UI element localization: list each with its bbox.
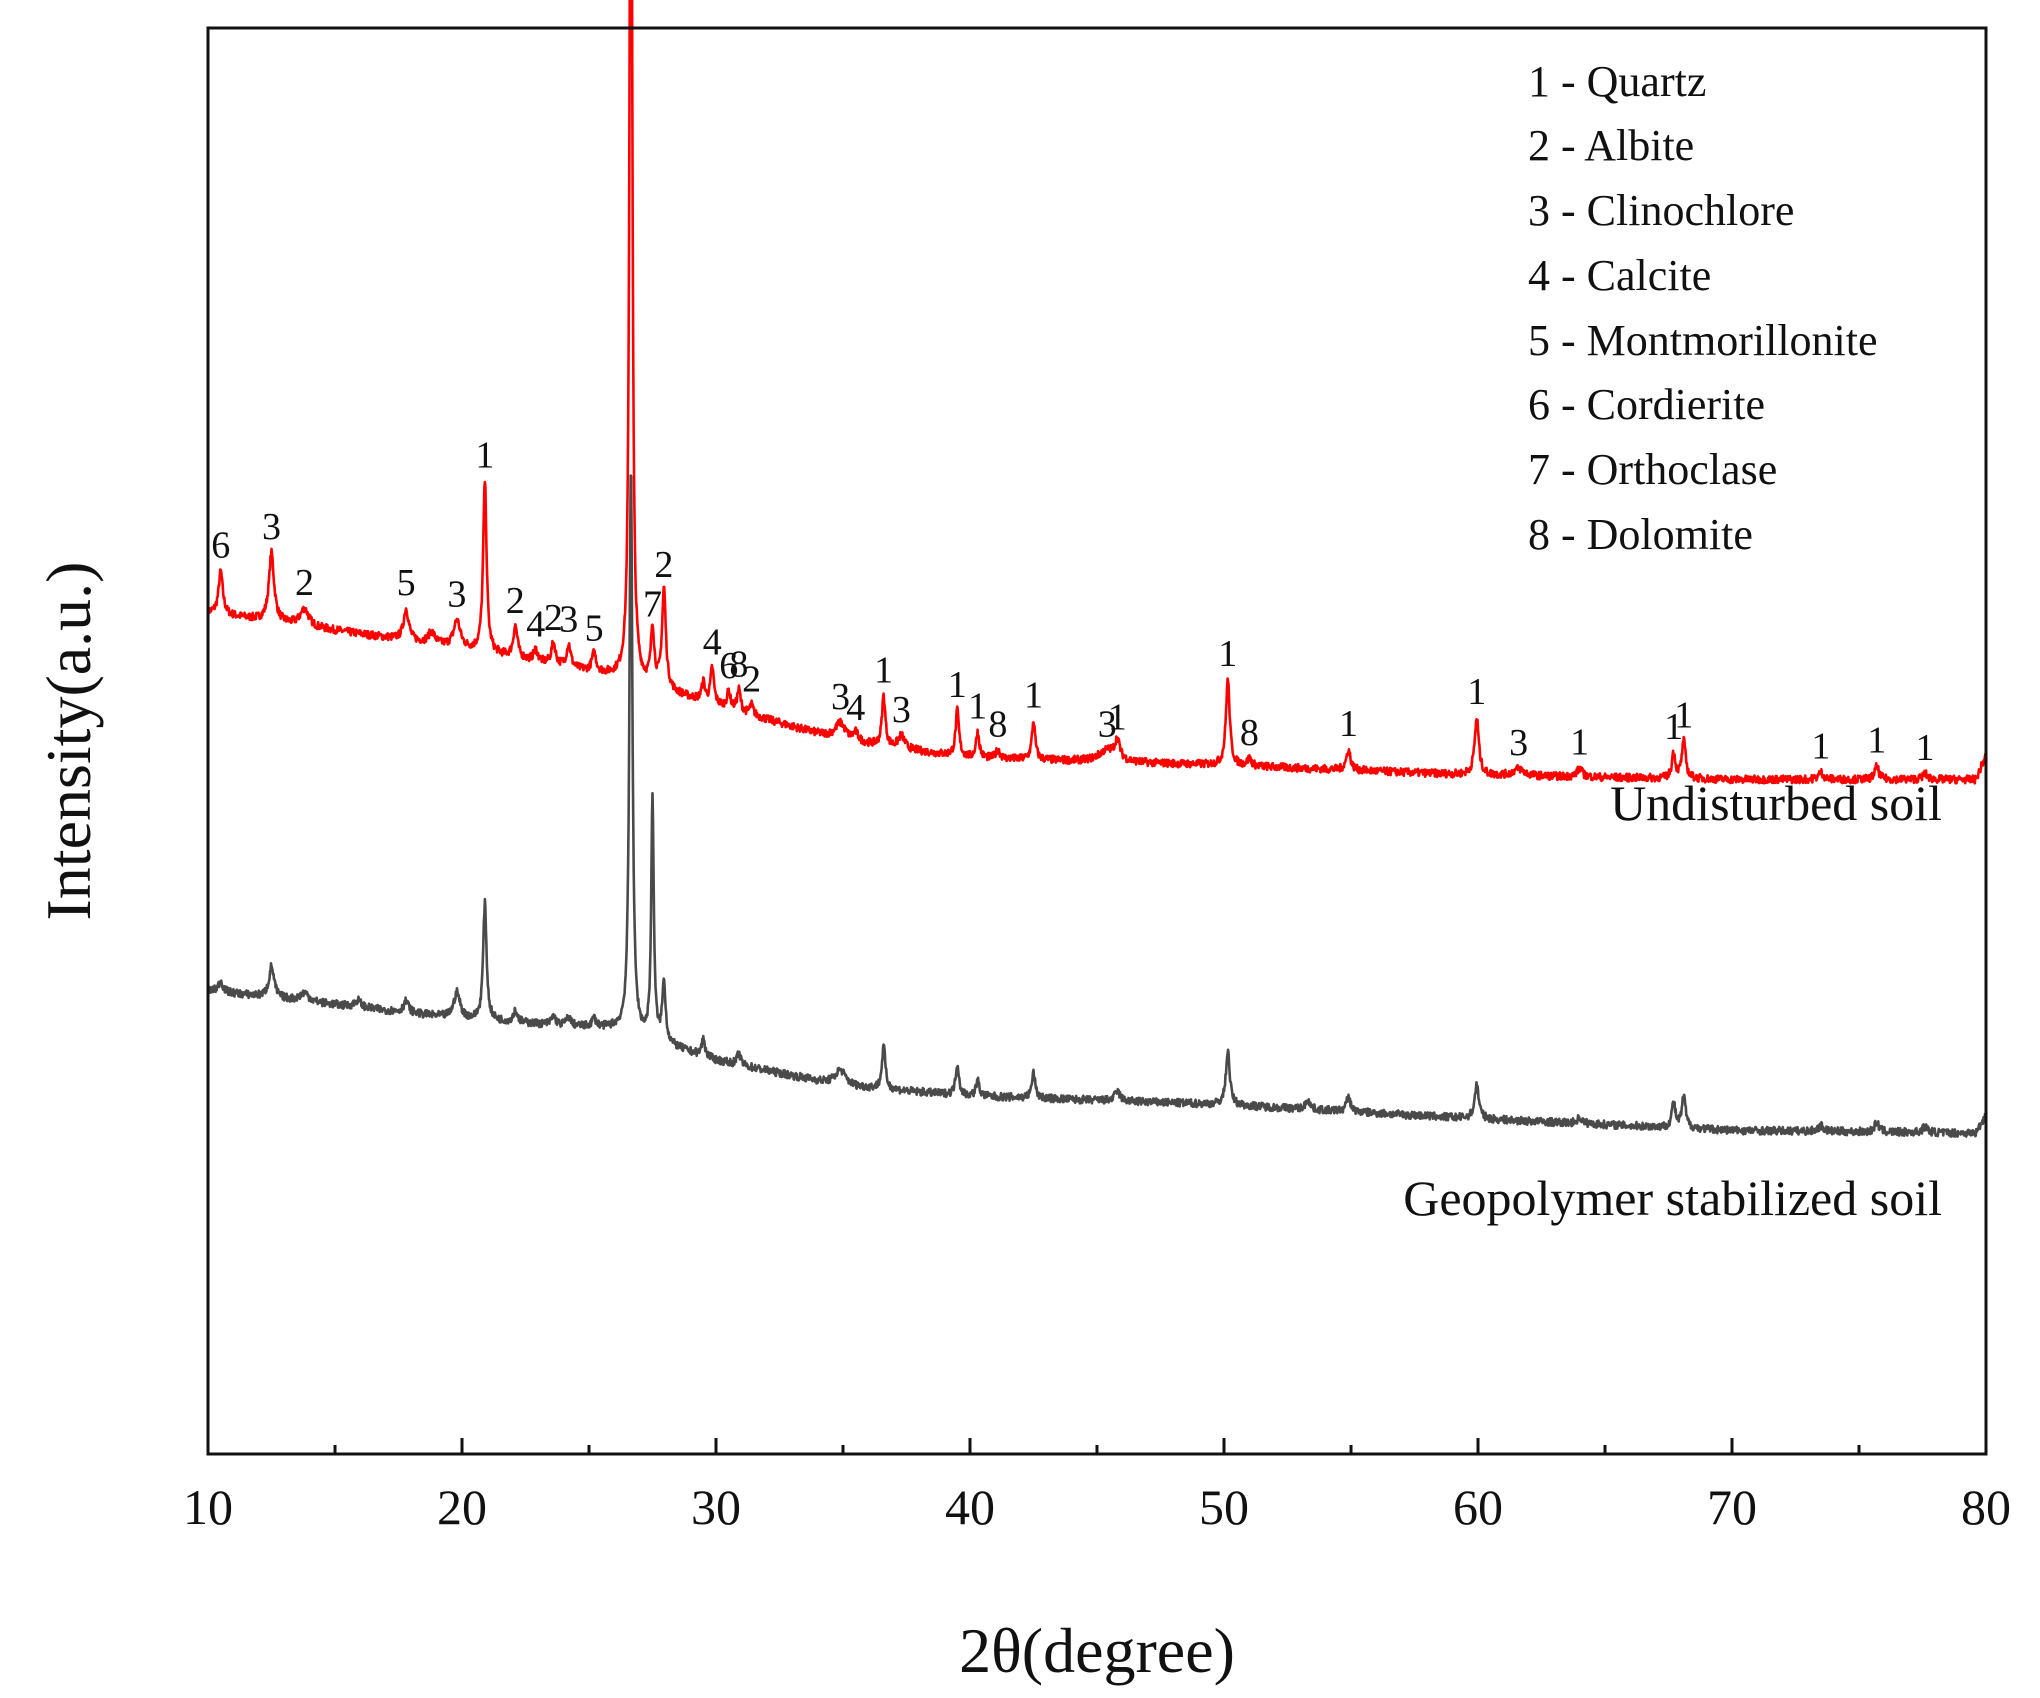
peak-label: 1 (1570, 721, 1589, 763)
peak-label: 1 (1218, 633, 1237, 675)
legend-entry-dolomite: 8 - Dolomite (1528, 510, 1753, 559)
peak-label: 2 (654, 544, 673, 586)
legend: 1 - Quartz 2 - Albite 3 - Clinochlore 4 … (1528, 57, 1878, 559)
peak-label: 1 (948, 664, 967, 706)
peak-label: 1 (874, 650, 893, 692)
peak-label: 3 (262, 506, 281, 548)
peak-label: 1 (1867, 720, 1886, 762)
peak-label: 1 (475, 435, 494, 477)
x-tick-label: 70 (1707, 1479, 1757, 1535)
legend-entry-cordierite: 6 - Cordierite (1528, 380, 1765, 429)
legend-entry-orthoclase: 7 - Orthoclase (1528, 445, 1777, 494)
series-line-geopolymer-stabilized-soil (206, 474, 1988, 1138)
peak-label: 6 (211, 525, 230, 567)
peak-label: 6 (719, 645, 738, 687)
series-line-undisturbed-soil (206, 0, 1988, 785)
x-tick-label: 60 (1453, 1479, 1503, 1535)
peak-label: 1 (1664, 706, 1683, 748)
peak-label: 1 (1024, 674, 1043, 716)
peak-label: 1 (1339, 703, 1358, 745)
legend-entry-calcite: 4 - Calcite (1528, 251, 1711, 300)
peak-label: 1 (1108, 697, 1127, 739)
peak-label: 2 (295, 562, 314, 604)
peak-label: 3 (1098, 704, 1117, 746)
series-label-geopolymer-stabilized-soil: Geopolymer stabilized soil (1403, 1170, 1942, 1226)
peak-label: 5 (585, 608, 604, 650)
legend-entry-clinochlore: 3 - Clinochlore (1528, 186, 1794, 235)
x-axis-title: 2θ(degree) (959, 1615, 1235, 1686)
peak-label: 3 (892, 689, 911, 731)
peak-label: 7 (643, 584, 662, 626)
y-axis-title: Intensity(a.u.) (33, 562, 104, 921)
peak-label: 3 (1509, 722, 1528, 764)
peak-label: 8 (988, 703, 1007, 745)
legend-entry-montmorillonite: 5 - Montmorillonite (1528, 316, 1878, 365)
peak-label: 5 (397, 562, 416, 604)
peak-label: 1 (1811, 725, 1830, 767)
peak-label: 3 (559, 599, 578, 641)
peak-label: 8 (729, 643, 748, 685)
peak-label: 1 (1916, 727, 1935, 769)
x-tick-label: 80 (1961, 1479, 2011, 1535)
legend-entry-albite: 2 - Albite (1528, 121, 1694, 170)
peak-label: 4 (703, 622, 722, 664)
peak-label: 2 (544, 597, 563, 639)
legend-entry-quartz: 1 - Quartz (1528, 57, 1706, 106)
peak-label: 4 (526, 604, 545, 646)
peak-label: 1 (1674, 695, 1693, 737)
x-tick-label: 40 (945, 1479, 995, 1535)
x-tick-label: 30 (691, 1479, 741, 1535)
x-tick-label: 50 (1199, 1479, 1249, 1535)
peak-label: 3 (447, 574, 466, 616)
peak-label: 1 (968, 686, 987, 728)
series-label-undisturbed-soil: Undisturbed soil (1610, 775, 1942, 831)
peak-label: 2 (506, 580, 525, 622)
x-tick-label: 10 (183, 1479, 233, 1535)
peak-label: 3 (831, 676, 850, 718)
peak-label: 1 (1467, 671, 1486, 713)
peak-label: 2 (742, 658, 761, 700)
x-tick-label: 20 (437, 1479, 487, 1535)
peak-label: 4 (846, 687, 865, 729)
peak-label: 8 (1240, 712, 1259, 754)
